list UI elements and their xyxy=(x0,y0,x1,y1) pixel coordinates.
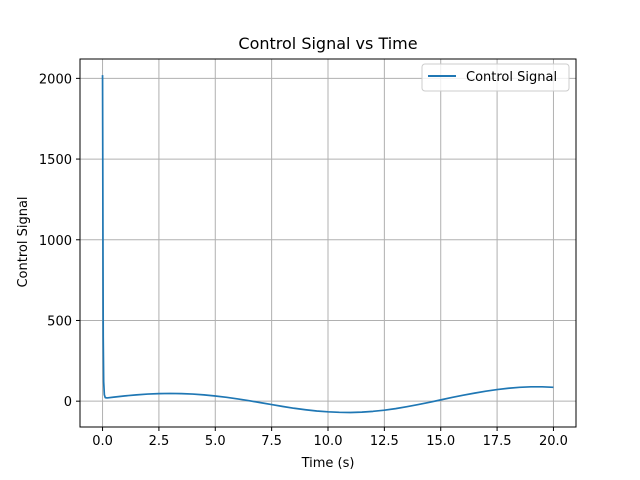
x-tick-label: 2.5 xyxy=(149,434,170,449)
y-axis-label: Control Signal xyxy=(16,196,31,287)
y-tick-label: 1500 xyxy=(39,153,72,168)
x-tick-label: 7.5 xyxy=(261,434,282,449)
x-tick-label: 20.0 xyxy=(539,434,568,449)
y-tick-label: 1000 xyxy=(39,234,72,249)
y-tick-label: 0 xyxy=(64,395,72,410)
series-line-control-signal xyxy=(101,75,554,414)
series-layer xyxy=(101,75,554,414)
legend: Control Signal xyxy=(421,63,570,92)
x-axis-label: Time (s) xyxy=(301,456,355,471)
y-tick-label: 500 xyxy=(47,314,72,329)
x-tick-label: 17.5 xyxy=(483,434,512,449)
y-tick-label: 2000 xyxy=(39,72,72,87)
x-tick-label: 0.0 xyxy=(92,434,113,449)
x-axis: 0.0 2.5 5.0 7.5 10.0 12.5 15.0 17.5 20.0 xyxy=(92,427,568,449)
x-tick-label: 10.0 xyxy=(314,434,343,449)
legend-label: Control Signal xyxy=(466,70,557,85)
y-axis: 0 500 1000 1500 2000 xyxy=(39,72,80,410)
x-tick-label: 15.0 xyxy=(426,434,455,449)
legend-box xyxy=(421,63,570,92)
chart-title: Control Signal vs Time xyxy=(238,34,417,53)
x-tick-label: 5.0 xyxy=(205,434,226,449)
x-tick-label: 12.5 xyxy=(370,434,399,449)
grid xyxy=(80,59,576,427)
